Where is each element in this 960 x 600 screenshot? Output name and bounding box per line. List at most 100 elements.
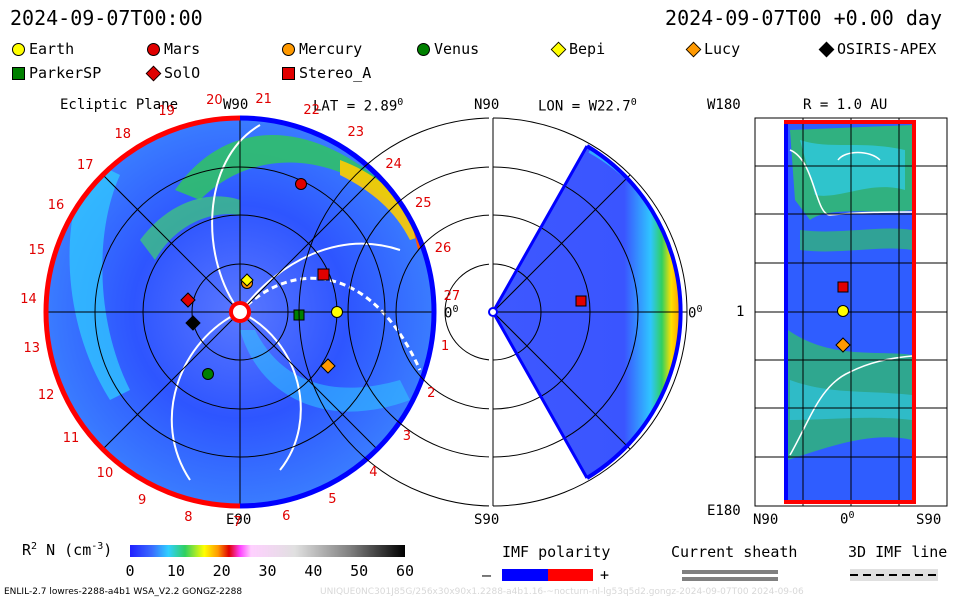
radial-x-mid: 00	[840, 510, 855, 528]
meridional-right-label: 00	[688, 304, 703, 322]
ecliptic-right-label: 00	[444, 304, 459, 322]
osiris-apex-marker	[185, 315, 201, 331]
rotation-number: 23	[347, 125, 364, 141]
rotation-number: 2	[427, 385, 436, 401]
rotation-number: 11	[62, 430, 80, 446]
legend-label: Lucy	[704, 40, 741, 58]
imf-polarity-title: IMF polarity	[502, 543, 611, 561]
legend-circle-icon	[282, 42, 295, 56]
radial-bottom-left: E180	[707, 503, 741, 519]
colorbar-tick-label: 0	[125, 562, 135, 580]
lon-label: LON = W22.70	[538, 97, 637, 115]
footer-right: UNIQUE0NC301J85G/256x30x90x1.2288-a4b1.1…	[320, 587, 804, 597]
rotation-number: 4	[369, 464, 378, 480]
rotation-number: 19	[158, 104, 175, 120]
rotation-number: 8	[184, 509, 193, 525]
legend-circle-icon	[417, 42, 430, 56]
rotation-number: 18	[114, 126, 132, 142]
footer-left: ENLIL-2.7 lowres-2288-a4b1 WSA_V2.2 GONG…	[4, 587, 243, 597]
imf3d-swatch	[850, 569, 938, 581]
ecliptic-title: Ecliptic Plane	[60, 97, 179, 113]
imf-plus: +	[600, 566, 610, 584]
solo-marker	[180, 292, 196, 308]
rotation-number: 3	[402, 428, 412, 444]
meridional-stereo-a-marker	[575, 295, 587, 307]
legend-circle-icon	[147, 42, 160, 56]
radial-panel	[754, 117, 948, 507]
legend-label: Earth	[29, 40, 75, 58]
ecliptic-plane-disc	[43, 115, 437, 509]
legend-item-parkersp: ParkerSP	[12, 64, 101, 82]
meridional-top-label: N90	[474, 97, 500, 113]
radial-r-label: R = 1.0 AU	[803, 97, 888, 113]
mars-marker	[295, 178, 307, 190]
colorbar-tick-label: 50	[350, 562, 369, 580]
rotation-number: 1	[440, 338, 450, 354]
colorbar-tick-label: 20	[212, 562, 231, 580]
radial-x-right: S90	[916, 512, 942, 528]
radial-mid-left: 1	[736, 304, 745, 320]
current-sheath-swatch	[682, 570, 778, 581]
ecliptic-bottom-label: E90	[226, 512, 252, 528]
radial-earth-marker	[837, 305, 849, 317]
rotation-number: 24	[385, 156, 402, 172]
venus-marker	[202, 368, 214, 380]
lucy-marker	[320, 358, 336, 374]
legend-label: SolO	[164, 64, 201, 82]
legend-item-lucy: Lucy	[685, 40, 741, 58]
rotation-number: 13	[23, 341, 40, 357]
colorbar-tick-label: 10	[166, 562, 185, 580]
legend-item-osiris-apex: OSIRIS-APEX	[818, 40, 937, 58]
colorbar-tick-label: 40	[304, 562, 323, 580]
rotation-number: 16	[47, 198, 65, 214]
rotation-number: 22	[303, 103, 320, 119]
rotation-number: 21	[255, 92, 272, 108]
meridional-bottom-label: S90	[474, 512, 500, 528]
rotation-number: 26	[434, 241, 452, 257]
earth-marker	[331, 306, 343, 318]
rotation-number: 15	[28, 243, 46, 259]
rotation-number: 14	[20, 291, 37, 307]
legend-item-solo: SolO	[145, 64, 201, 82]
legend-circle-icon	[12, 42, 25, 56]
radial-top-left: W180	[707, 97, 741, 113]
current-sheath-title: Current sheath	[671, 543, 798, 561]
legend-label: OSIRIS-APEX	[837, 40, 937, 58]
colorbar-label: R2 N (cm-3)	[22, 541, 113, 559]
right-timestamp: 2024-09-07T00 +0.00 day	[665, 6, 942, 30]
colorbar-tick-label: 30	[258, 562, 277, 580]
legend-item-venus: Venus	[417, 40, 479, 58]
legend-item-bepi: Bepi	[550, 40, 605, 58]
bepi-marker	[240, 273, 254, 287]
rotation-number: 17	[76, 158, 94, 174]
rotation-number: 20	[206, 92, 223, 108]
rotation-number: 9	[137, 493, 147, 508]
legend-label: Mars	[164, 40, 201, 58]
radial-x-left: N90	[753, 512, 779, 528]
legend-square-icon	[282, 66, 295, 80]
imf-polarity-bar	[502, 569, 593, 581]
rotation-number: 7	[233, 514, 242, 530]
legend-item-mercury: Mercury	[282, 40, 362, 58]
ecliptic-top-label: W90	[223, 97, 249, 113]
density-colorbar	[130, 545, 405, 557]
stereo-a-marker	[317, 268, 330, 281]
lat-label: LAT = 2.890	[313, 97, 404, 115]
rotation-number: 5	[328, 491, 337, 507]
left-timestamp: 2024-09-07T00:00	[10, 6, 203, 30]
legend-item-stereo-a: Stereo_A	[282, 64, 371, 82]
legend-item-earth: Earth	[12, 40, 74, 58]
legend-item-mars: Mars	[147, 40, 200, 58]
radial-stereo-a-marker	[837, 281, 849, 293]
legend-label: Venus	[434, 40, 480, 58]
legend-label: Stereo_A	[299, 64, 372, 82]
legend-label: ParkerSP	[29, 64, 102, 82]
rotation-number: 12	[37, 388, 55, 404]
imf-minus: –	[482, 566, 492, 584]
colorbar-tick-label: 60	[396, 562, 415, 580]
rotation-number: 25	[414, 195, 432, 211]
rotation-number: 6	[282, 508, 291, 524]
legend-label: Mercury	[299, 40, 363, 58]
imf3d-title: 3D IMF line	[848, 543, 948, 561]
